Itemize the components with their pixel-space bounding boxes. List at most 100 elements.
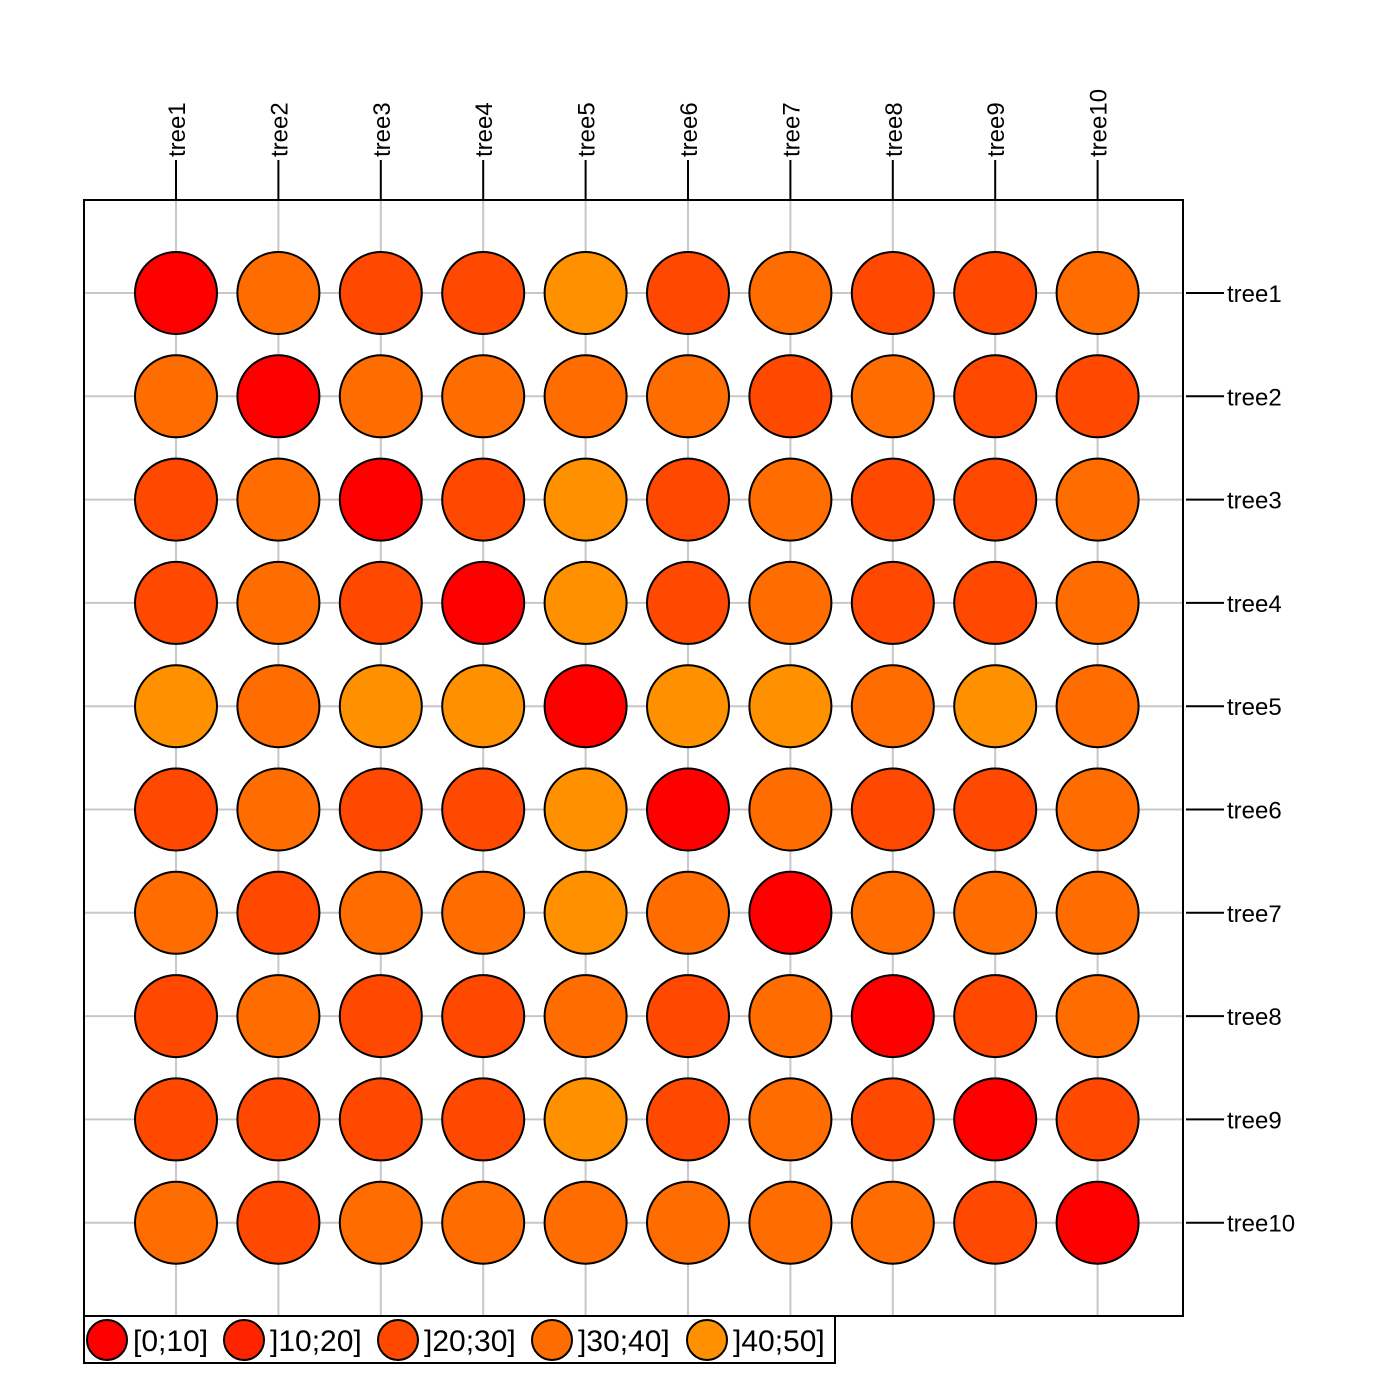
legend-label: ]30;40] <box>578 1325 670 1358</box>
cell-tree9-tree9 <box>953 1077 1038 1162</box>
right-tick-label: tree1 <box>1227 281 1282 308</box>
right-tick-label: tree5 <box>1227 694 1282 721</box>
cell-tree7-tree4 <box>441 870 526 955</box>
legend-swatch <box>686 1319 728 1361</box>
cell-tree3-tree10 <box>1055 457 1140 542</box>
cell-tree2-tree6 <box>646 354 730 439</box>
cell-tree9-tree8 <box>850 1077 935 1162</box>
cell-tree8-tree7 <box>748 974 833 1059</box>
legend-swatch <box>531 1319 573 1361</box>
legend-swatch <box>86 1319 128 1361</box>
cell-tree1-tree3 <box>338 251 423 335</box>
top-tick-label: tree4 <box>471 102 498 157</box>
cell-tree6-tree2 <box>236 767 321 852</box>
cell-tree5-tree4 <box>441 664 526 749</box>
cell-tree3-tree6 <box>646 457 730 542</box>
cell-tree7-tree8 <box>850 870 935 955</box>
top-tick-label: tree2 <box>266 102 293 157</box>
cell-tree8-tree10 <box>1055 974 1140 1059</box>
cell-tree4-tree1 <box>134 560 218 645</box>
cell-tree1-tree8 <box>850 251 935 335</box>
cell-tree7-tree9 <box>953 870 1038 955</box>
cell-tree1-tree6 <box>646 251 730 335</box>
cell-tree6-tree4 <box>441 767 526 852</box>
cell-tree8-tree6 <box>646 974 730 1059</box>
cell-tree9-tree10 <box>1055 1077 1140 1162</box>
cell-tree5-tree1 <box>134 664 218 749</box>
top-tick-label: tree9 <box>983 102 1010 157</box>
cell-tree5-tree6 <box>646 664 730 749</box>
cell-tree10-tree10 <box>1055 1180 1140 1265</box>
cell-tree4-tree5 <box>543 560 628 645</box>
cell-tree4-tree4 <box>441 560 526 645</box>
right-tick-label: tree3 <box>1227 488 1282 515</box>
cell-tree6-tree6 <box>646 767 730 852</box>
cell-tree3-tree7 <box>748 457 833 542</box>
cell-tree10-tree2 <box>236 1180 321 1265</box>
cell-tree5-tree9 <box>953 664 1038 749</box>
top-tick-label: tree1 <box>164 102 191 157</box>
cell-tree4-tree10 <box>1055 560 1140 645</box>
cell-tree7-tree2 <box>236 870 321 955</box>
top-tick-label: tree3 <box>369 102 396 157</box>
cell-tree8-tree4 <box>441 974 526 1059</box>
cell-tree9-tree5 <box>543 1077 628 1162</box>
cell-tree1-tree2 <box>236 251 321 335</box>
legend-label: ]40;50] <box>733 1325 825 1358</box>
cell-tree2-tree4 <box>441 354 526 439</box>
cell-tree1-tree9 <box>953 251 1038 335</box>
cell-tree7-tree6 <box>646 870 730 955</box>
right-axis: tree1 tree2 tree3 tree4 tree5 tree6 tree7 tree8… <box>1186 281 1295 1238</box>
top-axis: tree1 tree2 tree3 tree4 tree5 tree6 tree7 tree8… <box>164 89 1113 200</box>
cell-tree7-tree3 <box>338 870 423 955</box>
cell-tree2-tree9 <box>953 354 1038 439</box>
cell-tree6-tree10 <box>1055 767 1140 852</box>
cell-tree2-tree7 <box>748 354 833 439</box>
cell-tree6-tree7 <box>748 767 833 852</box>
cell-tree10-tree3 <box>338 1180 423 1265</box>
legend-label: [0;10] <box>133 1325 208 1358</box>
cell-tree10-tree6 <box>646 1180 730 1265</box>
cell-tree10-tree4 <box>441 1180 526 1265</box>
cell-tree1-tree5 <box>543 251 628 335</box>
cell-tree5-tree5 <box>543 664 628 749</box>
right-tick-label: tree9 <box>1227 1107 1282 1134</box>
cell-tree6-tree5 <box>543 767 628 852</box>
cell-tree1-tree4 <box>441 251 526 335</box>
cell-tree4-tree2 <box>236 560 321 645</box>
top-tick-label: tree8 <box>881 102 908 157</box>
cell-tree6-tree3 <box>338 767 423 852</box>
cell-tree3-tree5 <box>543 457 628 542</box>
cell-tree5-tree7 <box>748 664 833 749</box>
cells <box>134 251 1140 1265</box>
cell-tree7-tree10 <box>1055 870 1140 955</box>
cell-tree2-tree10 <box>1055 354 1140 439</box>
cell-tree1-tree7 <box>748 251 833 335</box>
cell-tree10-tree9 <box>953 1180 1038 1265</box>
right-tick-label: tree6 <box>1227 798 1282 825</box>
cell-tree9-tree7 <box>748 1077 833 1162</box>
cell-tree6-tree9 <box>953 767 1038 852</box>
legend-label: ]10;20] <box>270 1325 362 1358</box>
top-tick-label: tree5 <box>574 102 601 157</box>
cell-tree9-tree1 <box>134 1077 218 1162</box>
top-tick-label: tree6 <box>676 102 703 157</box>
cell-tree3-tree1 <box>134 457 218 542</box>
cell-tree5-tree8 <box>850 664 935 749</box>
cell-tree9-tree2 <box>236 1077 321 1162</box>
cell-tree9-tree4 <box>441 1077 526 1162</box>
cell-tree3-tree2 <box>236 457 321 542</box>
right-tick-label: tree4 <box>1227 591 1282 618</box>
right-tick-label: tree10 <box>1227 1211 1295 1238</box>
cell-tree3-tree4 <box>441 457 526 542</box>
legend-swatch <box>377 1319 419 1361</box>
cell-tree5-tree2 <box>236 664 321 749</box>
cell-tree8-tree2 <box>236 974 321 1059</box>
cell-tree10-tree7 <box>748 1180 833 1265</box>
cell-tree6-tree8 <box>850 767 935 852</box>
cell-tree2-tree5 <box>543 354 628 439</box>
cell-tree4-tree9 <box>953 560 1038 645</box>
cell-tree4-tree6 <box>646 560 730 645</box>
cell-tree8-tree3 <box>338 974 423 1059</box>
